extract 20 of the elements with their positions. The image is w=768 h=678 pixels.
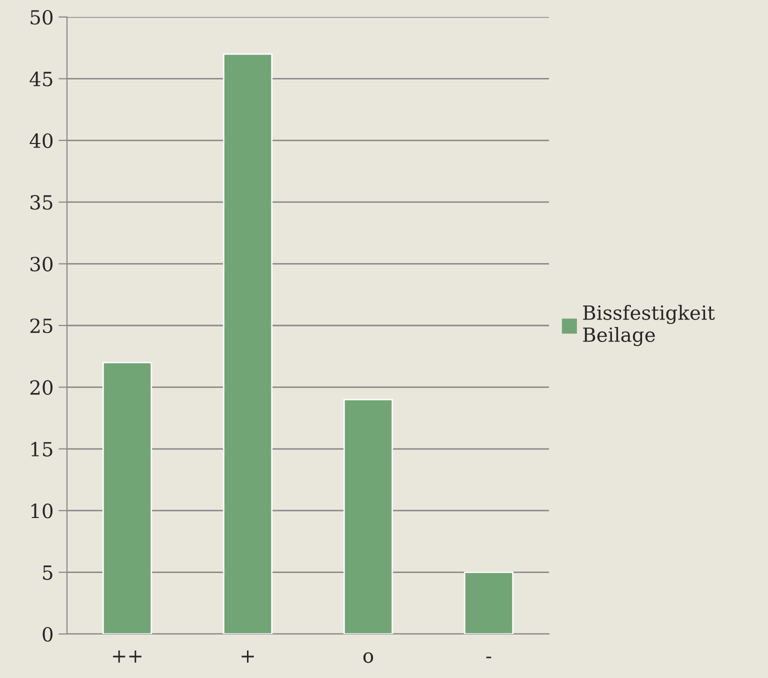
- bar: [222, 53, 273, 634]
- y-tick-label: 30: [30, 256, 53, 272]
- y-tick-label: 10: [31, 504, 53, 518]
- y-tick-label: 15: [31, 442, 52, 457]
- legend-label: Bissfestigkeit Beilage: [583, 304, 715, 346]
- y-tick-label: 20: [30, 380, 53, 395]
- x-tick-label: ++: [113, 650, 142, 663]
- y-tick-label: 50: [30, 10, 53, 25]
- bar: [464, 572, 514, 634]
- y-tick-label: 35: [30, 195, 52, 210]
- y-tick-label: 40: [30, 133, 53, 148]
- y-tick-label: 0: [42, 626, 53, 642]
- bar: [102, 362, 152, 634]
- y-tick-label: 5: [43, 566, 52, 580]
- x-tick-label: +: [242, 650, 254, 663]
- y-tick-label: 45: [30, 72, 52, 86]
- y-tick-label: 25: [30, 318, 52, 334]
- bar: [343, 398, 394, 634]
- x-tick-label: -: [486, 656, 492, 658]
- x-tick-label: o: [363, 652, 374, 663]
